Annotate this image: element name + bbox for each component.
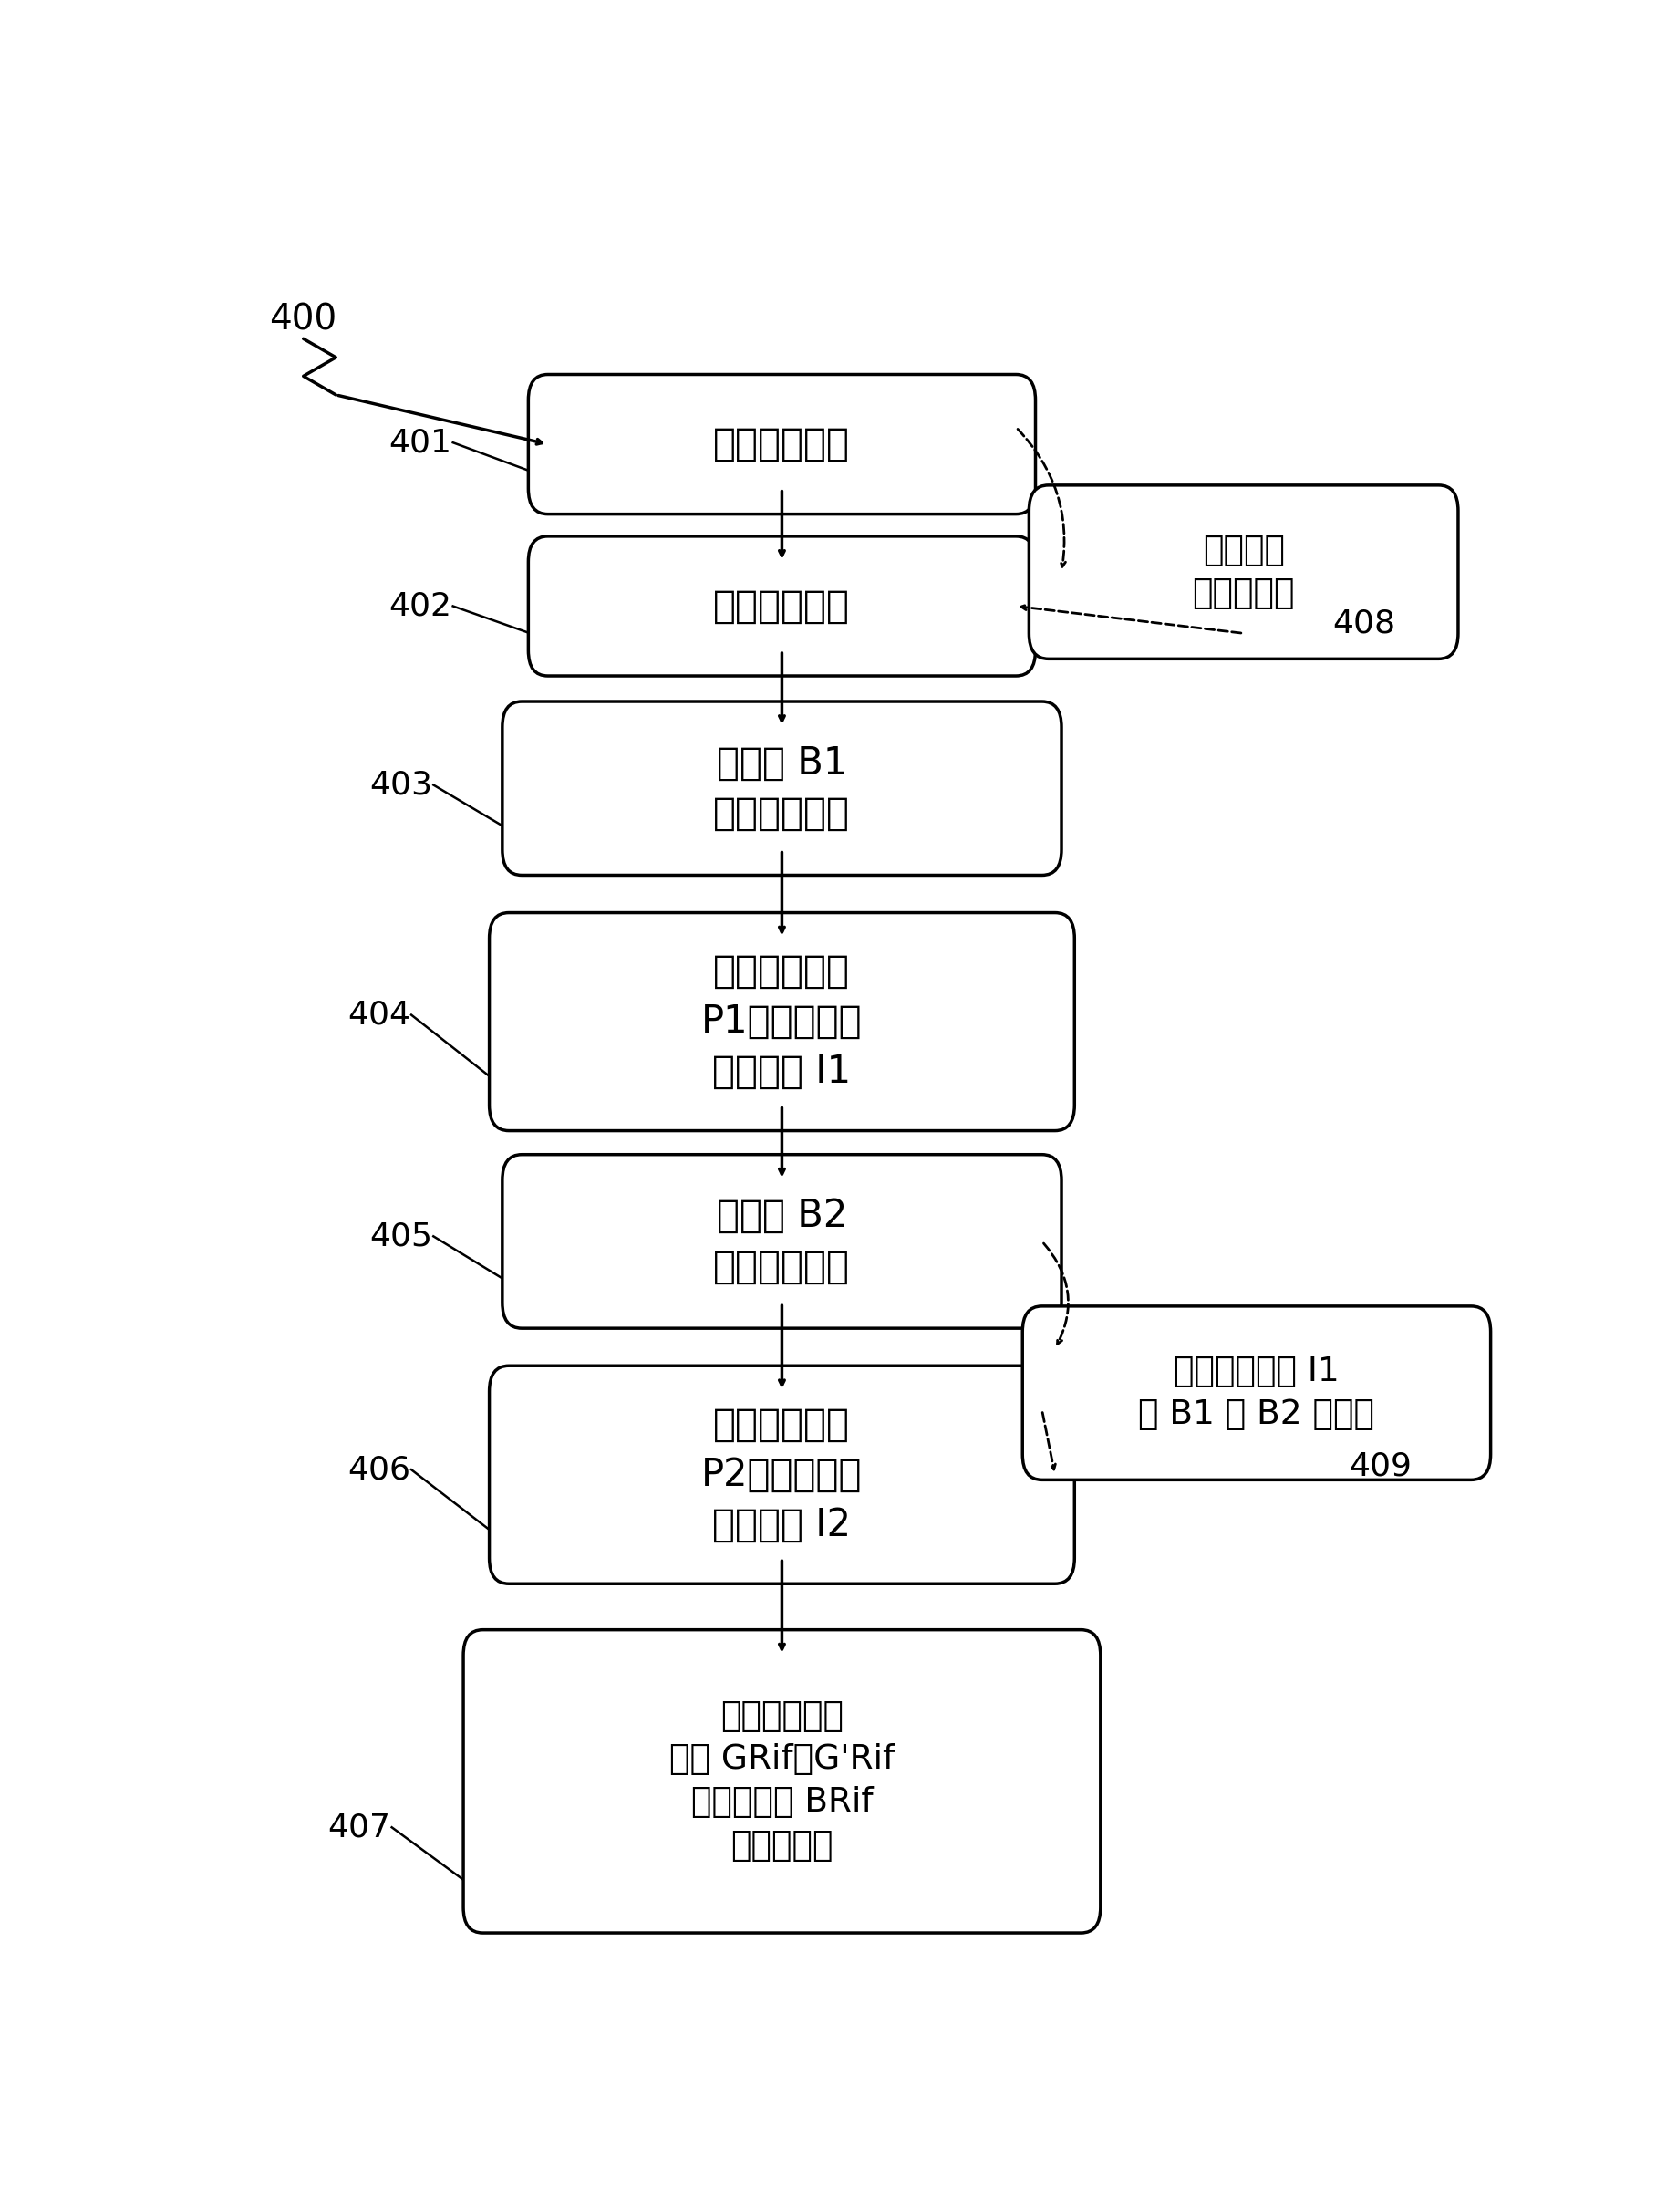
Text: 408: 408 [1332,608,1395,639]
FancyBboxPatch shape [528,374,1035,513]
FancyBboxPatch shape [501,701,1062,876]
Text: 406: 406 [347,1453,411,1484]
Text: 409: 409 [1348,1451,1410,1482]
FancyBboxPatch shape [463,1630,1100,1933]
Text: 利用处于位置
P1的采集工具
采集图像 I1: 利用处于位置 P1的采集工具 采集图像 I1 [701,951,862,1091]
Text: 计算配准参考
系统 GRif、G'Rif
与参考系统 BRif
的配准数据: 计算配准参考 系统 GRif、G'Rif 与参考系统 BRif 的配准数据 [669,1701,894,1863]
Text: 在位置 B1
定位参考目标: 在位置 B1 定位参考目标 [713,743,850,832]
FancyBboxPatch shape [1028,484,1457,659]
Text: 利用处于位置
P2的采集工具
采集图像 I2: 利用处于位置 P2的采集工具 采集图像 I2 [701,1405,862,1544]
Text: 400: 400 [270,303,337,336]
Text: 在位置 B2
移动参考目标: 在位置 B2 移动参考目标 [713,1197,850,1285]
Text: 提供参考目标: 提供参考目标 [713,586,850,626]
Text: 403: 403 [369,770,433,801]
Text: 405: 405 [369,1221,433,1252]
Text: 401: 401 [389,427,451,458]
Text: 执行采集
工具的校准: 执行采集 工具的校准 [1192,533,1295,611]
Text: 检测参考目标 I1
从 B1 到 B2 的偏移: 检测参考目标 I1 从 B1 到 B2 的偏移 [1137,1356,1373,1431]
FancyBboxPatch shape [528,535,1035,677]
Text: 404: 404 [347,1000,411,1031]
Text: 407: 407 [327,1812,391,1843]
FancyBboxPatch shape [490,914,1073,1130]
FancyBboxPatch shape [1021,1305,1489,1480]
FancyBboxPatch shape [501,1155,1062,1327]
Text: 提供采集工具: 提供采集工具 [713,425,850,465]
FancyBboxPatch shape [490,1365,1073,1584]
Text: 402: 402 [389,591,451,622]
